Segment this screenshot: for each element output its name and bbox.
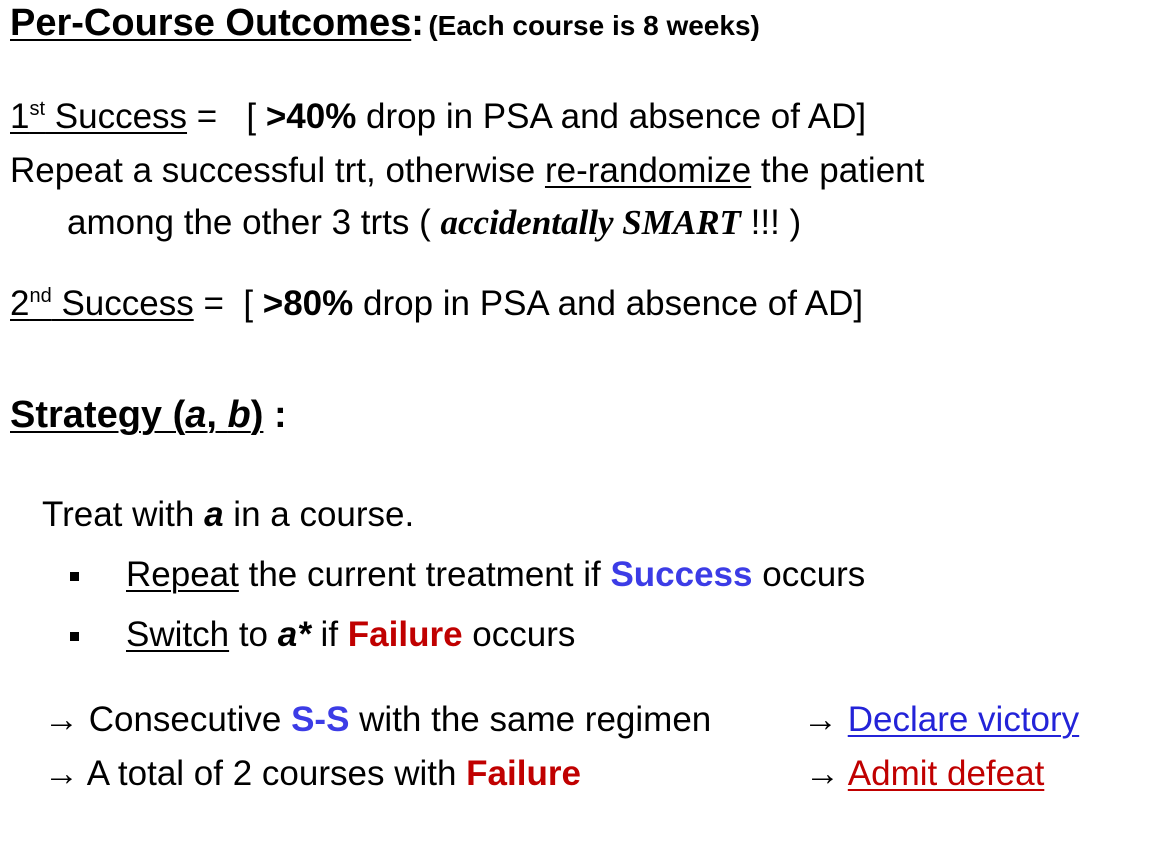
title-colon: : [411,2,424,44]
bullet-text: Switch to a* if Failure occurs [126,617,575,652]
strategy-comma: , [206,394,228,436]
page-title: Per-Course Outcomes [10,2,412,44]
repeat-text-end: the patient [751,151,925,190]
repeat-text: Repeat a successful trt, otherwise [10,151,545,190]
first-success-number: 1 [10,97,30,136]
page-title-line: Per-Course Outcomes: (Each course is 8 w… [10,4,760,42]
accidentally-smart-emphasis: accidentally SMART [440,203,741,242]
among-text: among the other 3 trts ( [67,203,441,242]
first-success-equals: = [ [187,97,266,136]
rule-defeat-outcome: → Admit defeat [805,756,1044,791]
among-instruction: among the other 3 trts ( accidentally SM… [67,205,801,240]
square-bullet-icon [70,572,79,581]
failure-keyword: Failure [466,754,581,793]
treat-instruction: Treat with a in a course. [42,497,414,532]
square-bullet-icon [70,632,79,641]
rule-victory-condition: → Consecutive S-S with the same regimen [44,702,711,737]
victory-condition-text: Consecutive [79,700,292,739]
first-success-threshold: >40% [265,97,357,136]
victory-condition-end: with the same regimen [349,700,712,739]
second-success-definition: 2nd Success = [ >80% drop in PSA and abs… [10,286,863,321]
first-success-word: Success [45,97,188,136]
switch-occurs: occurs [462,615,576,654]
repeat-occurs: occurs [752,555,866,594]
first-success-ordinal: st [29,98,46,120]
switch-verb: Switch [126,615,230,654]
switch-if: if [310,615,348,654]
repeat-instruction: Repeat a successful trt, otherwise re-ra… [10,153,924,188]
switch-param-a-star: a* [277,615,311,654]
strategy-param-b: b [227,394,251,436]
failure-keyword: Failure [347,615,463,654]
second-success-ordinal: nd [29,285,52,307]
second-success-criterion: drop in PSA and absence of AD] [353,284,864,323]
strategy-word: Strategy ( [10,394,186,436]
treat-text-end: in a course. [223,495,415,534]
among-text-end: !!! ) [740,203,802,242]
strategy-param-a: a [185,394,207,436]
defeat-condition-text: A total of 2 courses with [79,754,467,793]
strategy-colon: : [263,394,287,436]
arrow-right-icon: → [805,754,840,793]
treat-param-a: a [204,495,224,534]
first-success-definition: 1st Success = [ >40% drop in PSA and abs… [10,99,866,134]
first-success-criterion: drop in PSA and absence of AD] [356,97,867,136]
arrow-right-icon: → [44,754,79,793]
second-success-threshold: >80% [262,284,354,323]
second-success-equals: = [ [193,284,263,323]
admit-defeat-link[interactable]: Admit defeat [847,754,1045,793]
strategy-title: Strategy (a, b) [10,394,263,436]
first-success-label: 1st Success [10,97,187,136]
title-note: (Each course is 8 weeks) [428,10,760,41]
rule-defeat-condition: → A total of 2 courses with Failure [44,756,581,791]
bullet-text: Repeat the current treatment if Success … [126,557,865,592]
rule-victory-outcome: → Declare victory [803,702,1079,737]
re-randomize-term: re-randomize [544,151,752,190]
treat-text: Treat with [42,495,205,534]
second-success-label: 2nd Success [10,284,194,323]
switch-to: to [229,615,278,654]
declare-victory-link[interactable]: Declare victory [847,700,1080,739]
success-keyword: Success [610,555,753,594]
ss-keyword: S-S [291,700,350,739]
strategy-heading: Strategy (a, b) : [10,396,287,434]
arrow-right-icon: → [803,700,838,739]
second-success-word: Success [51,284,194,323]
repeat-verb: Repeat [126,555,239,594]
repeat-condition: the current treatment if [238,555,611,594]
second-success-number: 2 [10,284,30,323]
strategy-close-paren: ) [250,394,264,436]
arrow-right-icon: → [44,700,79,739]
